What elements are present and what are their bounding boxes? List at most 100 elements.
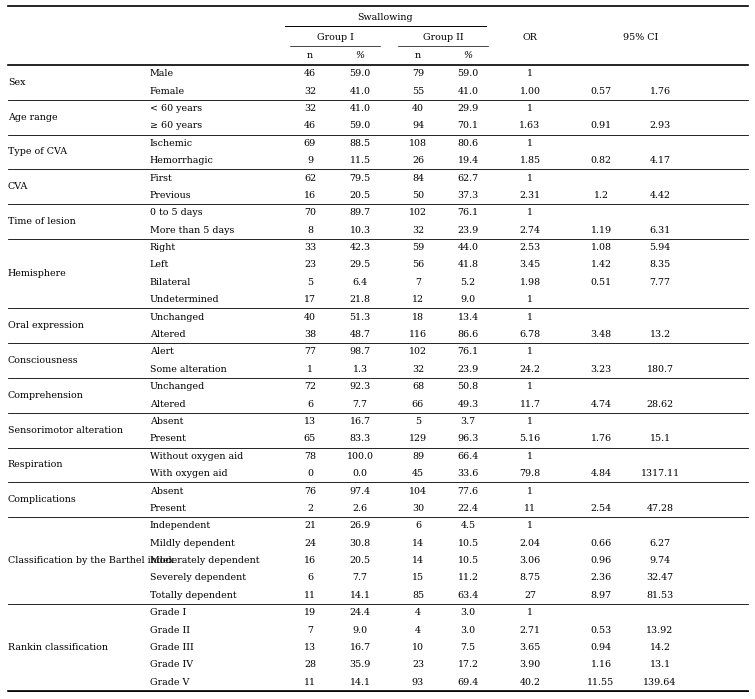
Text: CVA: CVA [8, 182, 29, 192]
Text: 5.94: 5.94 [649, 243, 670, 252]
Text: Rankin classification: Rankin classification [8, 643, 108, 652]
Text: 1.42: 1.42 [590, 261, 612, 270]
Text: 41.0: 41.0 [458, 87, 479, 96]
Text: 95% CI: 95% CI [623, 32, 658, 41]
Text: Bilateral: Bilateral [150, 278, 191, 287]
Text: Left: Left [150, 261, 169, 270]
Text: 17.2: 17.2 [458, 661, 479, 670]
Text: 76.1: 76.1 [458, 347, 479, 356]
Text: More than 5 days: More than 5 days [150, 226, 234, 235]
Text: Grade III: Grade III [150, 643, 194, 652]
Text: 3.0: 3.0 [461, 626, 476, 635]
Text: 16.7: 16.7 [350, 417, 371, 426]
Text: 44.0: 44.0 [458, 243, 479, 252]
Text: 4.17: 4.17 [649, 156, 670, 165]
Text: 14: 14 [412, 539, 424, 548]
Text: 69.4: 69.4 [458, 678, 479, 687]
Text: 76: 76 [304, 487, 316, 496]
Text: Independent: Independent [150, 521, 211, 531]
Text: Swallowing: Swallowing [358, 13, 413, 22]
Text: 6.27: 6.27 [649, 539, 670, 548]
Text: 89: 89 [412, 452, 424, 461]
Text: 108: 108 [409, 138, 427, 147]
Text: 11.5: 11.5 [350, 156, 371, 165]
Text: 81.53: 81.53 [646, 591, 673, 600]
Text: 2.54: 2.54 [590, 504, 612, 513]
Text: Type of CVA: Type of CVA [8, 147, 67, 157]
Text: 3.0: 3.0 [461, 608, 476, 617]
Text: 29.9: 29.9 [458, 104, 479, 113]
Text: 3.48: 3.48 [590, 330, 612, 339]
Text: Group II: Group II [423, 32, 464, 41]
Text: 13.2: 13.2 [649, 330, 670, 339]
Text: 23.9: 23.9 [458, 226, 479, 235]
Text: 26.9: 26.9 [350, 521, 371, 531]
Text: 1.08: 1.08 [590, 243, 612, 252]
Text: 0.66: 0.66 [590, 539, 612, 548]
Text: 51.3: 51.3 [350, 312, 371, 322]
Text: 80.6: 80.6 [458, 138, 479, 147]
Text: 1: 1 [527, 347, 533, 356]
Text: Present: Present [150, 434, 187, 443]
Text: 70.1: 70.1 [458, 122, 479, 130]
Text: 1: 1 [527, 138, 533, 147]
Text: 2.71: 2.71 [519, 626, 541, 635]
Text: 42.3: 42.3 [350, 243, 371, 252]
Text: Hemorrhagic: Hemorrhagic [150, 156, 214, 165]
Text: 28.62: 28.62 [646, 400, 673, 409]
Text: 11: 11 [524, 504, 536, 513]
Text: 20.5: 20.5 [350, 556, 371, 565]
Text: Grade IV: Grade IV [150, 661, 193, 670]
Text: 68: 68 [412, 382, 424, 391]
Text: 3.23: 3.23 [590, 365, 612, 374]
Text: 48.7: 48.7 [350, 330, 371, 339]
Text: 7.5: 7.5 [461, 643, 476, 652]
Text: 1: 1 [527, 417, 533, 426]
Text: 3.06: 3.06 [519, 556, 541, 565]
Text: 46: 46 [304, 122, 316, 130]
Text: 16: 16 [304, 556, 316, 565]
Text: 1.76: 1.76 [590, 434, 612, 443]
Text: 83.3: 83.3 [350, 434, 371, 443]
Text: 102: 102 [409, 208, 427, 217]
Text: Moderately dependent: Moderately dependent [150, 556, 260, 565]
Text: 11: 11 [304, 591, 316, 600]
Text: 47.28: 47.28 [646, 504, 673, 513]
Text: 11.7: 11.7 [519, 400, 541, 409]
Text: < 60 years: < 60 years [150, 104, 202, 113]
Text: 16.7: 16.7 [350, 643, 371, 652]
Text: 50.8: 50.8 [458, 382, 479, 391]
Text: 7.77: 7.77 [649, 278, 670, 287]
Text: 2.36: 2.36 [590, 573, 612, 582]
Text: 14.1: 14.1 [350, 678, 371, 687]
Text: 59: 59 [412, 243, 424, 252]
Text: 89.7: 89.7 [350, 208, 371, 217]
Text: n: n [307, 52, 313, 61]
Text: 1: 1 [527, 173, 533, 182]
Text: 5: 5 [415, 417, 421, 426]
Text: Classification by the Barthel index: Classification by the Barthel index [8, 556, 174, 565]
Text: 23: 23 [412, 661, 424, 670]
Text: 41.8: 41.8 [458, 261, 479, 270]
Text: Comprehension: Comprehension [8, 391, 84, 400]
Text: 85: 85 [412, 591, 424, 600]
Text: Severely dependent: Severely dependent [150, 573, 246, 582]
Text: Unchanged: Unchanged [150, 312, 205, 322]
Text: 33: 33 [304, 243, 316, 252]
Text: Male: Male [150, 69, 174, 78]
Text: 45: 45 [412, 469, 424, 478]
Text: 70: 70 [304, 208, 316, 217]
Text: 50: 50 [412, 191, 424, 200]
Text: 8.97: 8.97 [590, 591, 612, 600]
Text: 59.0: 59.0 [350, 122, 371, 130]
Text: 24: 24 [304, 539, 316, 548]
Text: 5.2: 5.2 [461, 278, 476, 287]
Text: 24.2: 24.2 [519, 365, 541, 374]
Text: 10.5: 10.5 [458, 556, 479, 565]
Text: 69: 69 [304, 138, 316, 147]
Text: 4.42: 4.42 [649, 191, 670, 200]
Text: 0.82: 0.82 [590, 156, 612, 165]
Text: 1.16: 1.16 [590, 661, 612, 670]
Text: Group I: Group I [316, 32, 353, 41]
Text: 32: 32 [304, 104, 316, 113]
